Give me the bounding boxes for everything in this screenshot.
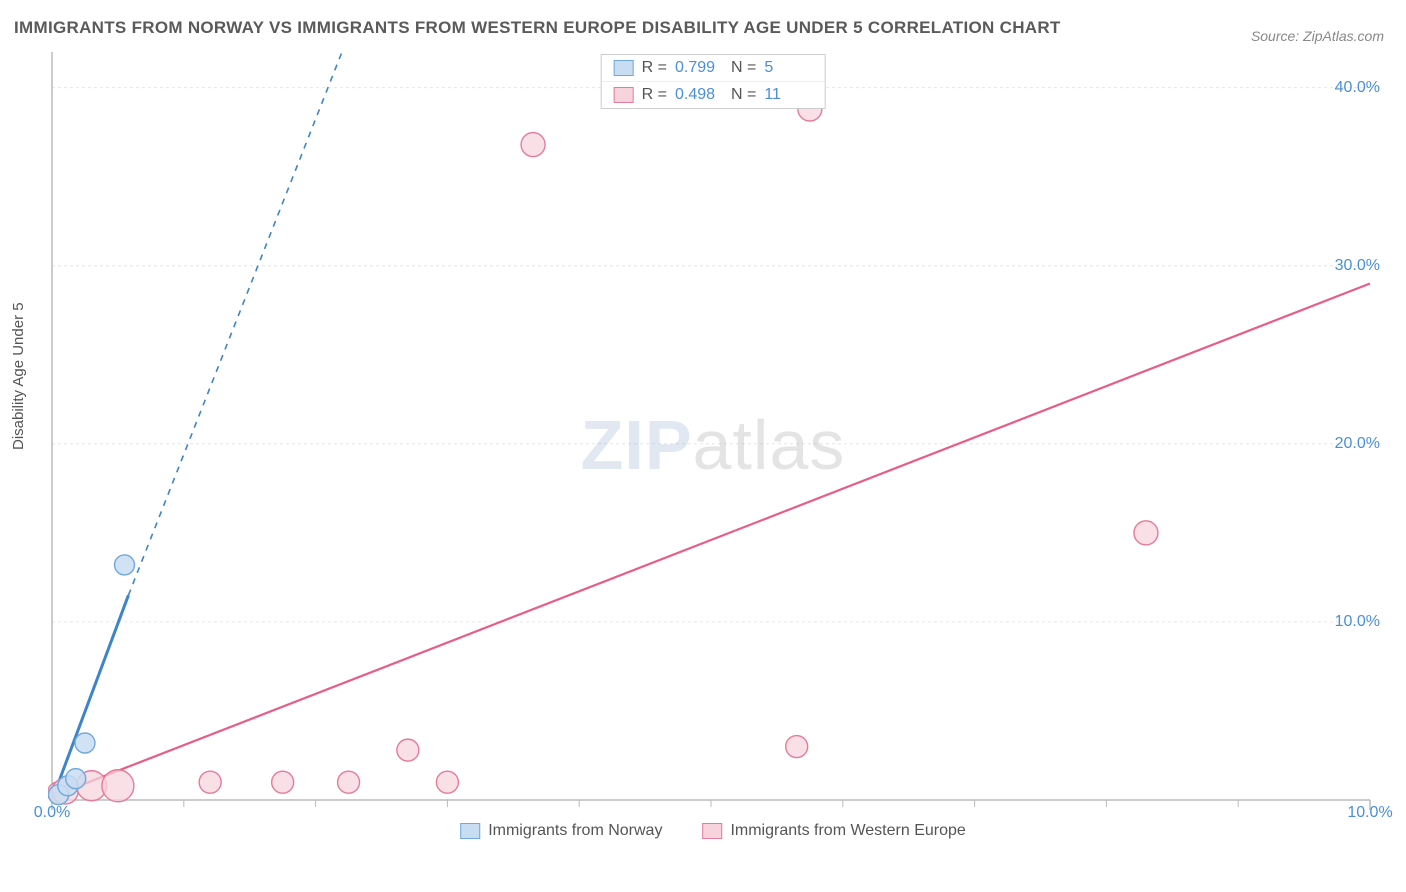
n-value-0: 5 [764, 59, 812, 77]
y-axis-label: Disability Age Under 5 [10, 302, 27, 450]
legend-swatch-icon [460, 823, 480, 839]
source-attribution: Source: ZipAtlas.com [1251, 28, 1384, 44]
r-label: R = [642, 86, 667, 104]
r-label: R = [642, 59, 667, 77]
n-label: N = [731, 86, 756, 104]
legend-swatch-0 [614, 60, 634, 76]
legend-stats-row-0: R = 0.799 N = 5 [602, 55, 825, 81]
scatter-plot [48, 50, 1378, 840]
legend-item-1: Immigrants from Western Europe [702, 822, 965, 840]
legend-label-0: Immigrants from Norway [488, 822, 662, 840]
chart-title: IMMIGRANTS FROM NORWAY VS IMMIGRANTS FRO… [14, 18, 1061, 38]
y-tick-label: 10.0% [1335, 613, 1380, 631]
r-value-1: 0.498 [675, 86, 723, 104]
legend-swatch-icon [702, 823, 722, 839]
x-tick-label: 0.0% [34, 804, 70, 822]
y-tick-label: 40.0% [1335, 79, 1380, 97]
y-tick-label: 20.0% [1335, 435, 1380, 453]
n-value-1: 11 [764, 86, 812, 104]
x-tick-label: 10.0% [1347, 804, 1392, 822]
y-tick-label: 30.0% [1335, 257, 1380, 275]
legend-label-1: Immigrants from Western Europe [730, 822, 965, 840]
legend-item-0: Immigrants from Norway [460, 822, 662, 840]
legend-stats-row-1: R = 0.498 N = 11 [602, 81, 825, 108]
chart-area: ZIPatlas R = 0.799 N = 5 R = 0.498 N = 1… [48, 50, 1378, 840]
r-value-0: 0.799 [675, 59, 723, 77]
legend-bottom: Immigrants from Norway Immigrants from W… [460, 822, 966, 840]
n-label: N = [731, 59, 756, 77]
legend-swatch-1 [614, 87, 634, 103]
legend-stats: R = 0.799 N = 5 R = 0.498 N = 11 [601, 54, 826, 109]
